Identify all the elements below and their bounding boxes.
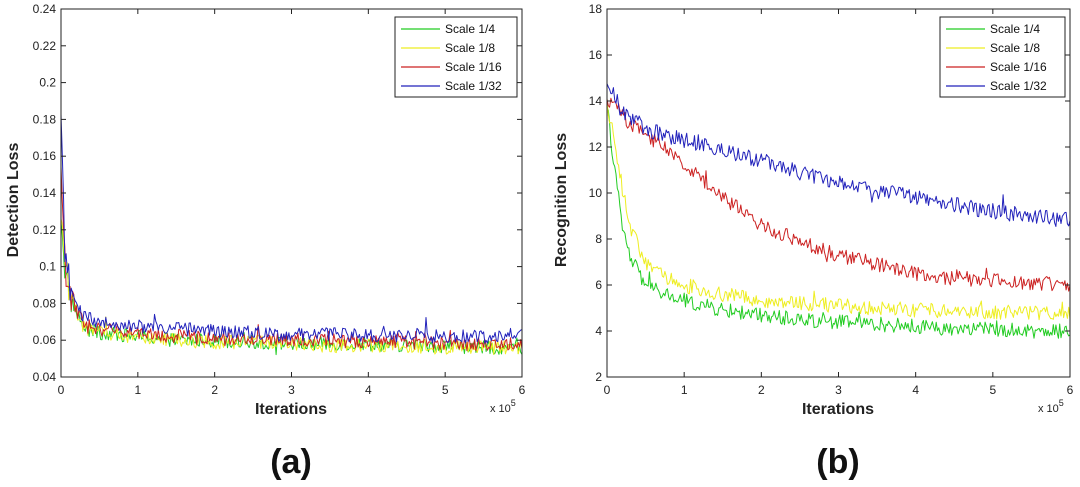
panel-a-ytick-label: 0.06 [33,333,57,347]
panel-a-ytick-label: 0.12 [33,223,57,237]
panel-b-series-line-3 [606,97,1071,292]
panel-a-ytick-label: 0.16 [33,149,57,163]
panel-b-xtick-label: 3 [835,383,842,397]
panel-b-legend-label-1: Scale 1/4 [990,22,1040,36]
panel-a-xtick-label: 3 [288,383,295,397]
panel-a-legend-label-2: Scale 1/8 [445,41,495,55]
panel-a-xtick-label: 0 [58,383,65,397]
panel-b-caption: (b) [816,443,859,481]
panel-a-series-line-2 [60,218,523,355]
panel-b-ytick-label: 10 [589,186,603,200]
panel-a-xtick-label: 1 [134,383,141,397]
panel-a-caption: (a) [270,443,312,481]
panel-a-ytick-label: 0.1 [39,260,56,274]
panel-b-ytick-label: 12 [589,140,603,154]
panel-b-ytick-label: 8 [595,232,602,246]
panel-b-xtick-label: 2 [758,383,765,397]
panel-b-legend: Scale 1/4 Scale 1/8 Scale 1/16 Scale 1/32 [939,16,1066,98]
panel-a-xtick-label: 4 [365,383,372,397]
panel-b-series-line-4 [606,83,1071,227]
panel-a-x-multiplier: x 105 [490,398,516,415]
panel-b-x-multiplier: x 105 [1038,398,1064,415]
panel-b-x-multiplier-base: x 10 [1038,403,1059,415]
panel-a-ytick-label: 0.2 [39,76,56,90]
panel-a-xtick-label: 5 [442,383,449,397]
panel-a-legend-label-4: Scale 1/32 [445,79,502,93]
panel-a-series-line-4 [60,114,523,344]
panel-b-legend-label-2: Scale 1/8 [990,41,1040,55]
panel-a-xtick-label: 6 [519,383,526,397]
panel-b-ytick-label: 2 [595,370,602,384]
panel-b-ytick-label: 16 [589,48,603,62]
panel-b-x-multiplier-exp: 5 [1059,398,1064,408]
panel-a-ytick-label: 0.08 [33,296,57,310]
panel-a-xlabel: Iterations [255,401,327,418]
panel-b-ytick-label: 18 [589,2,603,16]
svg-text:x 105: x 105 [490,398,516,415]
panel-b-series-line-1 [606,109,1071,339]
panel-b-ytick-label: 6 [595,278,602,292]
panel-b-xtick-label: 0 [604,383,611,397]
panel-b-series-line-2 [606,98,1071,321]
svg-text:x 105: x 105 [1038,398,1064,415]
panel-a-ytick-label: 0.22 [33,39,57,53]
panel-a-ytick-label: 0.24 [33,2,57,16]
panel-a-x-multiplier-exp: 5 [511,398,516,408]
panel-b-xtick-label: 5 [989,383,996,397]
panel-b-ylabel: Recognition Loss [553,133,570,267]
panel-a-ytick-label: 0.18 [33,112,57,126]
panel-b-xtick-label: 1 [681,383,688,397]
panel-b-legend-label-4: Scale 1/32 [990,79,1047,93]
panel-a-ylabel: Detection Loss [5,143,22,258]
panel-b-ytick-label: 14 [589,94,603,108]
panel-a-detection-loss: 0 1 2 3 4 5 60.040.060.080.10.120.140.160.180.… [5,2,526,481]
panel-b-xlabel: Iterations [802,401,874,418]
panel-a-legend-label-1: Scale 1/4 [445,22,495,36]
panel-a-ytick-label: 0.04 [33,370,57,384]
panel-a-legend: Scale 1/4 Scale 1/8 Scale 1/16 Scale 1/32 [394,16,518,98]
panel-b-xtick-label: 4 [912,383,919,397]
panel-a-xtick-label: 2 [211,383,218,397]
panel-b-xtick-label: 6 [1067,383,1074,397]
panel-a-legend-box [394,16,518,98]
panel-a-series-line-3 [60,166,523,352]
panel-b-legend-box [939,16,1066,98]
panel-b-legend-label-3: Scale 1/16 [990,60,1047,74]
panel-b-ytick-label: 4 [595,324,602,338]
panel-a-ytick-label: 0.14 [33,186,57,200]
panel-a-legend-label-3: Scale 1/16 [445,60,502,74]
panel-a-x-multiplier-base: x 10 [490,403,511,415]
